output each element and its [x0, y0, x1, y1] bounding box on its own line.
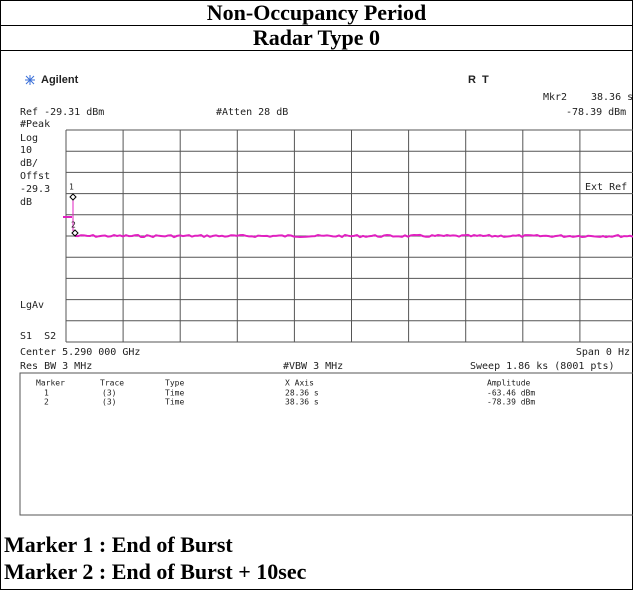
table-header: Marker [36, 379, 65, 388]
left-label: S1 S2 [20, 331, 56, 342]
left-label: dB [20, 197, 32, 208]
span: Span 0 Hz [576, 347, 630, 358]
table-cell: 38.36 s [285, 398, 319, 407]
left-label: #Peak [20, 119, 50, 130]
sweep: Sweep 1.86 ks (8001 pts) [470, 361, 615, 372]
table-cell: Time [165, 389, 184, 398]
attenuation: #Atten 28 dB [216, 107, 288, 118]
table-header: X Axis [285, 379, 314, 388]
ext-ref: Ext Ref [585, 182, 627, 193]
marker-x: 38.36 s [591, 92, 633, 103]
marker-number: 2 [71, 221, 76, 230]
left-label: 10 [20, 145, 32, 156]
table-cell: -63.46 dBm [487, 389, 535, 398]
center-freq: Center 5.290 000 GHz [20, 347, 140, 358]
title: Non-Occupancy Period [0, 0, 633, 25]
marker-amplitude: -78.39 dBm [566, 107, 626, 118]
ref-level: Ref -29.31 dBm [20, 107, 104, 118]
table-header: Type [165, 379, 184, 388]
note: Marker 2 : End of Burst + 10sec [4, 559, 307, 584]
left-label: -29.3 [20, 184, 50, 195]
marker-1 [69, 193, 77, 201]
marker-label: Mkr2 [543, 92, 567, 103]
left-label: LgAv [20, 300, 44, 311]
table-header: Amplitude [487, 379, 531, 388]
table-cell: 28.36 s [285, 389, 319, 398]
logo [25, 75, 35, 85]
table-cell: -78.39 dBm [487, 398, 535, 407]
note: Marker 1 : End of Burst [4, 532, 233, 557]
marker-number: 1 [69, 183, 74, 192]
table-header: Trace [100, 379, 124, 388]
trace [74, 233, 633, 239]
brand: Agilent [41, 74, 79, 86]
table-cell: (3) [102, 389, 116, 398]
status: R T [468, 74, 489, 86]
left-label: dB/ [20, 158, 38, 169]
table-cell: Time [165, 398, 184, 407]
table-cell: 2 [44, 398, 49, 407]
table-cell: (3) [102, 398, 116, 407]
marker-table-box [19, 372, 633, 516]
left-label: Log [20, 133, 38, 144]
left-label: Offst [20, 171, 50, 182]
marker-2 [71, 229, 79, 237]
analyzer-screen: Agilent R T Mkr2 38.36 s Ref -29.31 dBm … [19, 74, 633, 516]
vbw: #VBW 3 MHz [283, 361, 343, 372]
subtitle: Radar Type 0 [0, 25, 633, 50]
res-bw: Res BW 3 MHz [20, 361, 92, 372]
table-cell: 1 [44, 389, 49, 398]
